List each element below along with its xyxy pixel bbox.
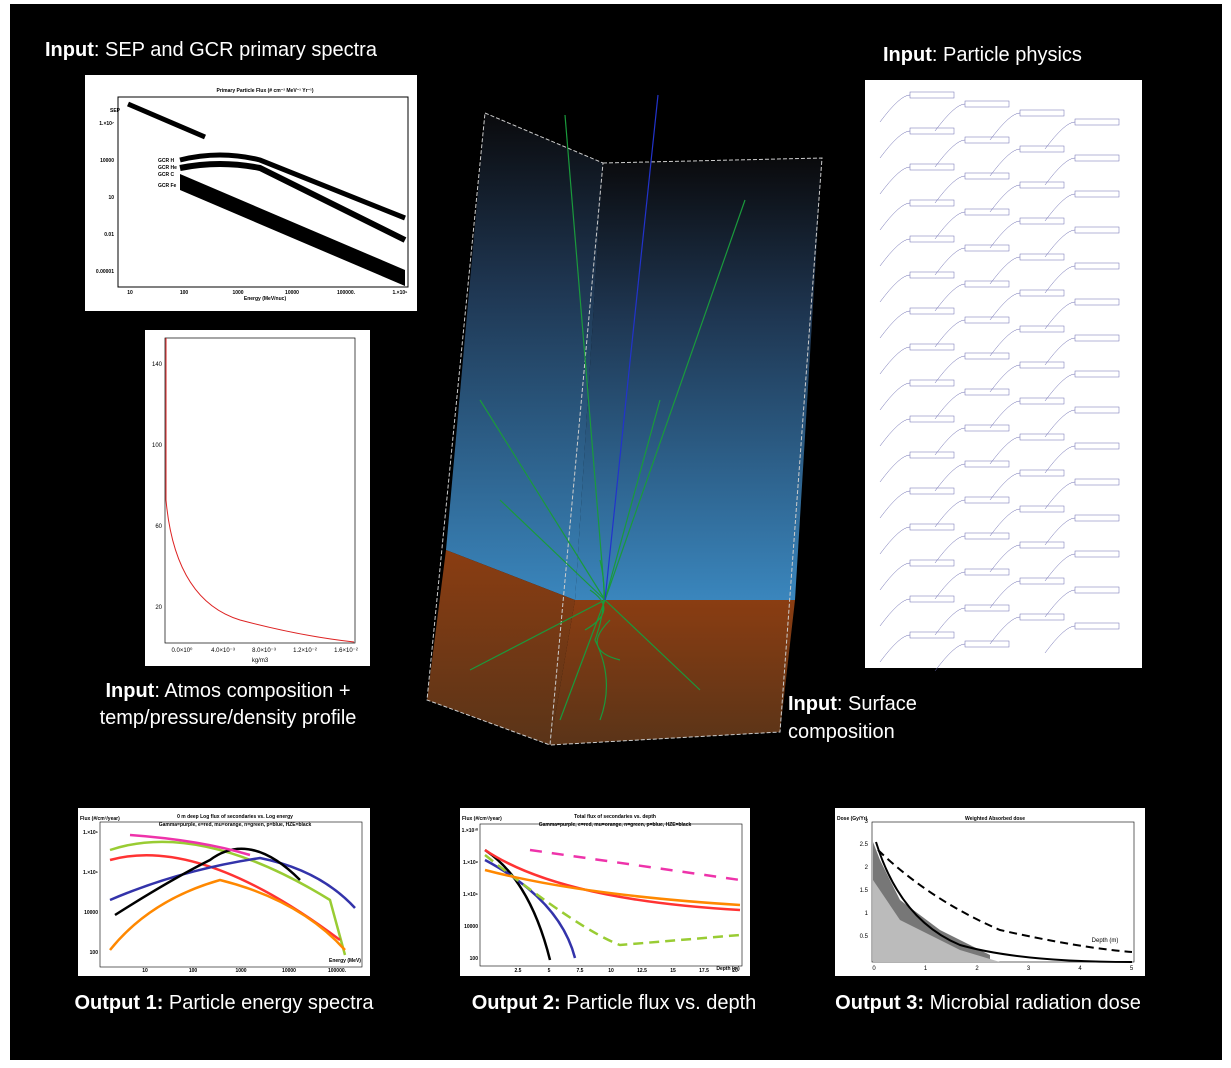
x-tick-label: 4.0×10⁻³ [211,648,235,654]
y-tick-label: 1.×10⁷ [99,121,114,127]
x-tick-label: 1.2×10⁻² [293,648,317,654]
x-tick-label: 10 [127,290,133,296]
y-tick-label: 10 [108,195,114,201]
x-tick-label: 100000. [328,968,347,974]
x-tick-label: 5 [548,968,551,974]
x-tick-label: 7.5 [577,968,584,974]
caption: temp/pressure/density profile [100,707,357,729]
axis-label: Energy (MeV) [329,958,361,964]
x-tick-label: 100 [189,968,198,974]
figure: Input: SEP and GCR primary spectra Input… [0,0,1231,1068]
y-tick-label: 1.5 [860,888,869,894]
y-tick-label: 0.00001 [96,269,114,275]
y-tick-label: 1.×10¹⁰ [462,828,478,834]
x-tick-label: 1.×10⁶ [378,968,393,974]
x-tick-label: 15 [670,968,676,974]
output2-thumbnail: Flux (#/cm²/year) Total flux of secondar… [460,808,750,976]
x-tick-label: 100 [180,290,189,296]
x-tick-label: 2.5 [515,968,522,974]
plot-title: Total flux of secondaries vs. depth [574,814,656,820]
y-tick-label: 100 [152,443,163,449]
spectra-thumbnail: Primary Particle Flux (# cm⁻² MeV⁻¹ Yr⁻¹… [85,75,417,311]
series-label: SEP [110,108,121,114]
y-tick-label: 1.×10⁶ [83,870,98,876]
caption: Output 1: Particle energy spectra [75,992,375,1014]
simulation-box [427,95,822,745]
y-tick-label: 10000 [84,910,98,916]
axis-label: Dose (Gy/Yr) [837,816,868,822]
caption: composition [788,721,895,743]
y-tick-label: 0.5 [860,934,869,940]
caption: Input: SEP and GCR primary spectra [45,39,378,61]
y-tick-label: 1.×10⁸ [463,860,479,866]
y-tick-label: 100 [90,950,99,956]
x-tick-label: 0.0×10⁰ [172,647,194,654]
x-tick-label: 10 [142,968,148,974]
legend: Gamma=purple, e=red, mu=orange, n=green,… [539,822,692,828]
y-tick-label: 0.01 [104,232,114,238]
y-tick-label: 20 [155,605,162,611]
caption: Input: Atmos composition + [105,680,350,702]
x-tick-label: 12.5 [637,968,647,974]
x-tick-label: 100000. [337,290,356,296]
x-tick-label: 10000 [282,968,296,974]
caption: Input: Particle physics [883,44,1082,66]
plot-title: Weighted Absorbed dose [965,816,1025,822]
atmos-thumbnail: kg/m3 140 100 60 20 0.0×10⁰ 4.0×10⁻³ 8.0×10⁻³ 1… [145,330,370,666]
output3-thumbnail: Dose (Gy/Yr) Weighted Absorbed dose Dept… [835,808,1145,976]
y-tick-label: 140 [152,362,163,368]
x-tick-label: 1000 [232,290,243,296]
series-label: GCR C [158,172,175,178]
legend: Gamma=purple, e=red, mu=orange, n=green,… [159,822,312,828]
x-tick-label: 10 [608,968,614,974]
plot-title: Primary Particle Flux (# cm⁻² MeV⁻¹ Yr⁻¹… [216,88,313,94]
x-tick-label: 1.×10⁶ [393,290,408,296]
y-tick-label: 100 [470,956,479,962]
series-label: GCR He [158,165,177,171]
y-tick-label: 1.×10⁶ [83,830,98,836]
physics-tree [865,80,1142,671]
y-tick-label: 2.5 [860,842,869,848]
caption: Input: Surface [788,693,917,715]
caption: Output 3: Microbial radiation dose [835,992,1141,1014]
plot-title: 0 m deep Log flux of secondaries vs. Log… [177,814,293,820]
x-tick-label: 20 [732,968,738,974]
axis-label: Flux (#/cm²/year) [80,816,120,822]
y-tick-label: 10000 [100,158,114,164]
y-tick-label: 60 [155,524,162,530]
y-tick-label: 1.×10⁶ [463,892,478,898]
caption: Output 2: Particle flux vs. depth [472,992,757,1014]
x-tick-label: 17.5 [699,968,709,974]
x-tick-label: 1000 [235,968,246,974]
output1-thumbnail: Flux (#/cm²/year) 0 m deep Log flux of s… [78,808,392,976]
axis-label: Energy (MeV/nuc) [244,296,287,302]
x-tick-label: 1.6×10⁻² [334,648,358,654]
x-tick-label: 10000 [285,290,299,296]
y-tick-label: 10000 [464,924,478,930]
series-label: GCR H [158,158,175,164]
axis-label: Flux (#/cm²/year) [462,816,502,822]
axis-label: kg/m3 [252,658,269,664]
series-label: GCR Fe [158,183,177,189]
x-tick-label: 8.0×10⁻³ [252,648,276,654]
axis-label: Depth (m) [1092,938,1119,944]
